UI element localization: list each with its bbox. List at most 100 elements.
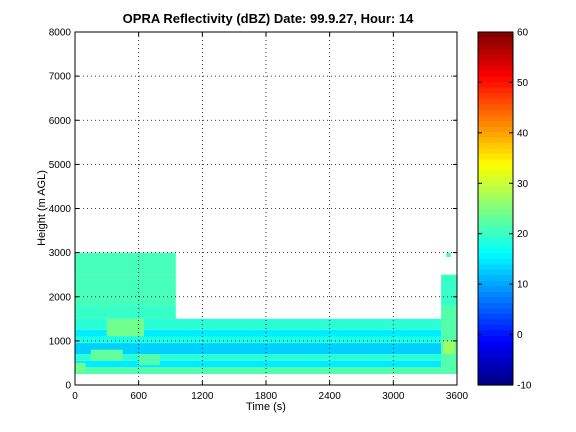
y-tick-label: 2000: [49, 292, 72, 303]
plot-area: 0 600 1200 1800 2400 3000 3600 0 1000 2000 3000 40…: [49, 28, 469, 403]
colorbar-segment: [478, 142, 513, 149]
heatmap-cell: [75, 336, 442, 344]
y-tick-label: 3000: [49, 248, 72, 259]
heatmap-cell: [75, 354, 442, 361]
y-axis-ticks: 0 1000 2000 3000 4000 5000 6000 7000 8000: [49, 28, 457, 392]
colorbar-segment: [478, 247, 513, 254]
y-tick-label: 1000: [49, 336, 72, 347]
colorbar-segment: [478, 340, 513, 347]
heatmap-cell: [75, 360, 442, 368]
x-tick-label: 1200: [191, 391, 214, 402]
colorbar-segment: [478, 175, 513, 182]
x-tick-label: 600: [130, 391, 147, 402]
colorbar-segment: [478, 291, 513, 298]
heatmap-cell: [138, 354, 160, 366]
colorbar-segment: [478, 379, 513, 386]
heatmap-cell: [75, 296, 176, 306]
colorbar-tick-label: 20: [517, 229, 529, 240]
colorbar-tick-label: 40: [517, 128, 529, 139]
heatmap-cell: [75, 367, 442, 374]
heatmap-cell: [75, 318, 442, 330]
colorbar-tick-label: 30: [517, 179, 529, 190]
colorbar-segment: [478, 197, 513, 204]
colorbar-segment: [478, 241, 513, 248]
colorbar-segment: [478, 274, 513, 281]
colorbar-segment: [478, 70, 513, 77]
colorbar-segment: [478, 313, 513, 320]
colorbar-segment: [478, 87, 513, 94]
colorbar-tick-label: 50: [517, 78, 529, 89]
colorbar-segment: [478, 120, 513, 127]
colorbar-segment: [478, 214, 513, 221]
colorbar-segment: [478, 169, 513, 177]
colorbar-segment: [478, 147, 513, 154]
colorbar-segment: [478, 98, 513, 105]
colorbar-segment: [478, 296, 513, 303]
heatmap-cell: [75, 329, 442, 337]
colorbar-segment: [478, 81, 513, 88]
colorbar-segment: [478, 32, 513, 39]
colorbar-segment: [478, 324, 513, 331]
colorbar-segment: [478, 307, 513, 314]
heatmap-cell: [90, 349, 123, 361]
colorbar-tick-label: 60: [517, 28, 529, 39]
x-tick-label: 2400: [319, 391, 342, 402]
colorbar-segment: [478, 280, 513, 287]
colorbar-segment: [478, 59, 513, 66]
colorbar-segment: [478, 362, 513, 370]
colorbar-segment: [478, 373, 513, 381]
colorbar-segment: [478, 109, 513, 116]
colorbar-segment: [478, 258, 513, 265]
y-tick-label: 4000: [49, 204, 72, 215]
colorbar-segment: [478, 302, 513, 309]
y-tick-label: 5000: [49, 160, 72, 171]
colorbar-segment: [478, 191, 513, 199]
colorbar-ticks: -10 0 10 20 30 40 50 60: [478, 28, 532, 392]
x-axis-label: Time (s): [246, 401, 286, 413]
y-tick-label: 6000: [49, 116, 72, 127]
colorbar-segment: [478, 357, 513, 364]
colorbar-segment: [478, 65, 513, 72]
colorbar-segment: [478, 225, 513, 232]
colorbar-segment: [478, 114, 513, 121]
colorbar-segment: [478, 202, 513, 210]
colorbar-frame: [477, 31, 514, 386]
colorbar-segment: [478, 329, 513, 336]
colorbar-segment: [478, 219, 513, 226]
heatmap-cell: [75, 252, 176, 275]
x-tick-label: 0: [72, 391, 78, 402]
colorbar-gradient: [478, 32, 513, 386]
colorbar-segment: [478, 351, 513, 359]
x-tick-label: 3000: [382, 391, 405, 402]
colorbar-segment: [478, 103, 513, 110]
colorbar-segment: [478, 92, 513, 99]
heatmap-cell: [75, 305, 176, 319]
heatmap-cell: [443, 340, 455, 355]
colorbar-segment: [478, 136, 513, 143]
colorbar-segment: [478, 164, 513, 171]
colorbar-segment: [478, 37, 513, 44]
heatmap-cell: [75, 343, 442, 355]
colorbar-tick-label: 0: [517, 330, 523, 341]
colorbar-segment: [478, 346, 513, 353]
colorbar-tick-label: -10: [517, 381, 532, 392]
colorbar-segment: [478, 318, 513, 325]
colorbar-segment: [478, 131, 513, 138]
y-tick-label: 0: [65, 381, 71, 392]
y-axis-label: Height (m AGL): [36, 170, 48, 246]
heatmap-cell: [75, 362, 86, 372]
heatmap-cell: [441, 305, 457, 374]
colorbar-segment: [478, 180, 513, 188]
colorbar-segment: [478, 263, 513, 270]
colorbar-segment: [478, 158, 513, 165]
heatmap-cell: [106, 318, 144, 337]
colorbar-segment: [478, 368, 513, 375]
colorbar-segment: [478, 43, 513, 50]
colorbar-tick-label: 10: [517, 280, 529, 291]
x-tick-label: 1800: [255, 391, 278, 402]
heatmap-cells: [75, 252, 457, 374]
colorbar-segment: [478, 236, 513, 243]
heatmap-cell: [446, 252, 451, 258]
x-tick-label: 3600: [446, 391, 469, 402]
